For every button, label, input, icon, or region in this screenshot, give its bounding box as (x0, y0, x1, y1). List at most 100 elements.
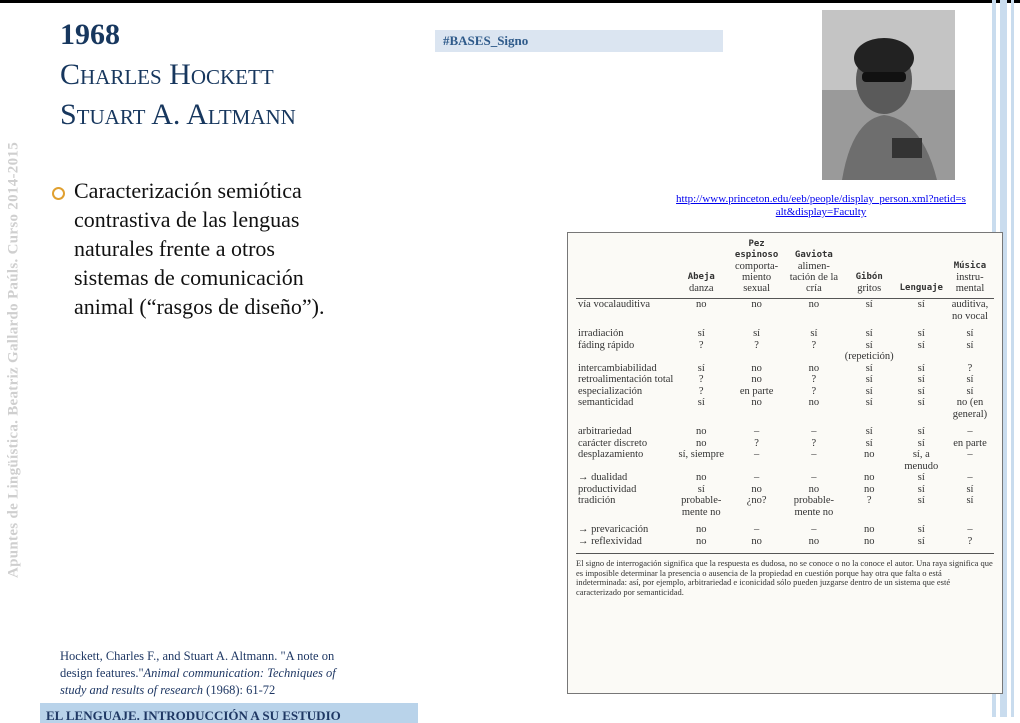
table-row: retroalimentación total? no? sí sí sí (576, 374, 994, 386)
photo (822, 10, 955, 180)
cell: no (751, 483, 762, 495)
cell: no (751, 299, 762, 310)
cell: – (811, 472, 817, 483)
footer: EL LENGUAJE. INTRODUCCIÓN A SU ESTUDIO (40, 703, 418, 723)
cell: sí (917, 328, 925, 339)
cell: ? (967, 362, 973, 374)
cell: sí (966, 385, 974, 397)
tag: #BASES_Signo (435, 30, 723, 52)
column-sub: instru-mental (955, 272, 985, 294)
cell: ? (967, 535, 973, 547)
cell: – (753, 426, 760, 437)
cell: sí (865, 299, 873, 310)
citation-authors: Hockett, Charles F., and Stuart A. Altma… (60, 649, 335, 680)
cell: sí (917, 437, 925, 449)
cell: sí (865, 328, 873, 339)
column-sub: gritos (857, 283, 882, 294)
photo-link[interactable]: http://www.princeton.edu/eeb/people/disp… (676, 193, 966, 218)
row-label: productividad (578, 483, 637, 495)
row-label: fáding rápido (578, 339, 635, 351)
cell: – (967, 426, 973, 437)
cell: sí (966, 328, 974, 339)
header-row: Abeja danza Pez espinoso comporta-miento se… (576, 239, 994, 299)
cell: en parte (953, 437, 987, 449)
title-author: Stuart A. Altmann (60, 98, 296, 131)
cell: no (808, 362, 820, 374)
row-label: especialización (578, 385, 643, 397)
column-header: Lenguaje (896, 239, 946, 299)
row-label: desplazamiento (578, 449, 644, 460)
cell: sí (697, 362, 705, 374)
bullet-marker (52, 187, 65, 200)
decor-bar (1000, 0, 1007, 717)
row-label: arbitrariedad (578, 426, 632, 437)
top-rule (0, 0, 1020, 3)
row-label: semanticidad (578, 397, 634, 408)
cell: no (751, 535, 762, 547)
cell: no (751, 397, 762, 408)
bullet-text: Caracterización semiótica contrastiva de… (74, 178, 325, 319)
cell: sí (865, 385, 873, 397)
column-name: Gibón (855, 272, 883, 282)
column-name: Gaviota (794, 250, 833, 260)
cell: no (863, 535, 875, 547)
table-note: El signo de interrogación significa que … (576, 553, 994, 597)
table: Abeja danza Pez espinoso comporta-miento se… (576, 239, 994, 547)
cell: ? (811, 437, 817, 449)
cell: sí (697, 328, 705, 339)
row-label: vía vocalauditiva (578, 299, 651, 310)
cell: no (696, 535, 707, 547)
cell: sí (917, 385, 925, 397)
table-row: productividad sí no no no sí sí (576, 484, 994, 496)
column-sub: comporta-miento sexual (735, 261, 779, 294)
sidebar-text: Apuntes de Lingüística. Beatriz Gallardo… (5, 142, 22, 578)
column-name: Lenguaje (899, 283, 943, 293)
cell: probable-mente no (681, 495, 722, 518)
citation-details: (1968): 61-72 (206, 683, 276, 697)
cell: sí (966, 495, 974, 506)
table-row: vía vocalauditiva no no no sí sí auditiva, no … (576, 299, 994, 326)
column-header: Gibón gritos (841, 239, 897, 299)
table-row: arbitrariedad no – – sí sí – (576, 423, 994, 438)
decor-bar (1011, 0, 1014, 717)
cell: – (967, 449, 973, 460)
cell: auditiva, no vocal (951, 299, 989, 322)
cell: ? (754, 339, 759, 351)
cell: sí (917, 299, 925, 310)
cell: sí, siempre (678, 449, 725, 460)
cell: sí (697, 397, 705, 408)
column-sub: danza (689, 283, 714, 294)
cell: ? (698, 374, 704, 385)
cell: ? (811, 374, 817, 385)
column-name: Pez espinoso (734, 239, 779, 260)
cell: en parte (739, 385, 774, 397)
cell: probable-mente no (793, 495, 834, 518)
cell: sí, a menudo (904, 449, 939, 472)
cell: no (696, 524, 707, 535)
cell: sí (697, 483, 705, 495)
cell: no (751, 374, 762, 385)
corner (576, 239, 676, 299)
cell: ? (754, 437, 759, 449)
cell: no (696, 437, 707, 449)
row-label: irradiación (578, 328, 624, 339)
cell: sí (865, 426, 873, 437)
cell: – (753, 449, 760, 460)
features-table: Abeja danza Pez espinoso comporta-miento se… (567, 232, 1003, 694)
column-header: Abeja danza (675, 239, 728, 299)
cell: sí (917, 339, 925, 351)
cell: no (en general) (952, 397, 988, 420)
cell: ? (866, 495, 872, 506)
cell: sí (865, 437, 873, 449)
cell: sí (865, 362, 873, 374)
table-row: fáding rápido??? sí (repetición) sí sí (576, 340, 994, 363)
cell: sí (865, 397, 873, 408)
table-row: → dualidad no – – no sí – (576, 472, 994, 484)
cell: no (751, 362, 762, 374)
cell: sí (917, 362, 925, 374)
cell: ¿no? (746, 495, 767, 506)
row-label: → reflexividad (578, 535, 642, 547)
row-label: → dualidad (578, 472, 628, 483)
cell: sí (810, 328, 818, 339)
